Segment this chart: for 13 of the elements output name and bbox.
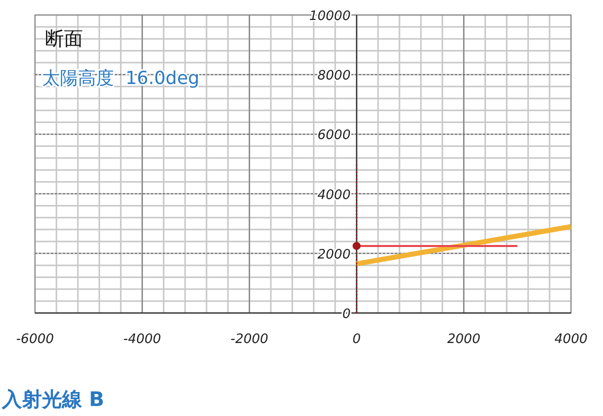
y-tick-label: 2000: [318, 247, 351, 262]
x-tick-label: -6000: [16, 332, 54, 347]
x-tick-label: -4000: [123, 332, 162, 347]
y-tick-label: 4000: [318, 188, 351, 203]
y-tick-label: 8000: [318, 68, 351, 84]
text: 断面: [45, 28, 83, 50]
x-tick-label: -2000: [230, 332, 268, 347]
text: 入射光線 B: [1, 387, 104, 411]
y-tick-label: 10000: [309, 9, 351, 24]
x-tick-label: 4000: [554, 332, 588, 347]
x-tick-label: 0: [352, 332, 361, 347]
x-tick-label: 2000: [447, 332, 480, 347]
y-tick-label: 6000: [318, 128, 351, 144]
